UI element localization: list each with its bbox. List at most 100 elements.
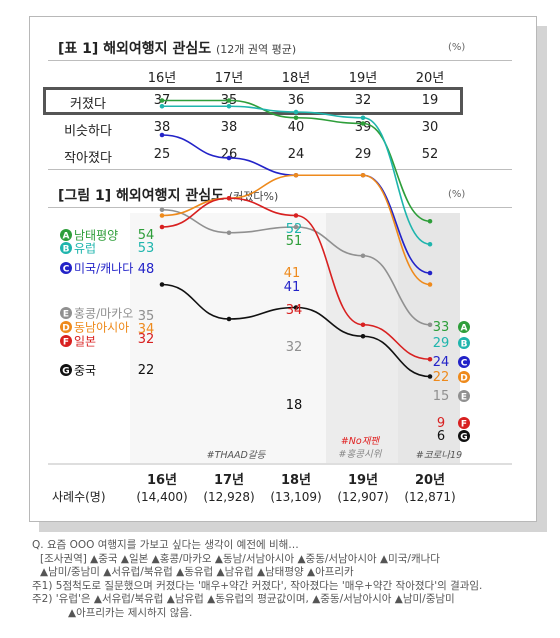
table-col-header: 19년: [348, 71, 378, 86]
note-1: 주1) 5점척도로 질문했으며 커졌다는 '매우+약간 커졌다', 작아졌다는 …: [32, 579, 483, 592]
data-point: [159, 132, 165, 138]
end-badge: [458, 356, 470, 368]
data-point: [226, 98, 232, 103]
data-point: [159, 98, 165, 103]
data-point: [159, 103, 165, 109]
value-label-16: 54: [138, 228, 155, 243]
value-label-16: 34: [138, 322, 155, 337]
series-badge-letter: C: [63, 265, 70, 275]
value-label-20: 29: [433, 336, 450, 351]
value-label-18: 34: [286, 303, 303, 318]
value-label-16: 32: [138, 332, 155, 347]
series-badge: [60, 307, 72, 319]
table-cell: 24: [287, 147, 305, 162]
legend-label: 동남아시아: [74, 321, 129, 335]
table-cell: 29: [354, 147, 372, 162]
table-cell: 40: [287, 120, 305, 135]
series-badge: [60, 364, 72, 376]
table-cell: 38: [220, 120, 238, 135]
end-badge: [458, 417, 470, 429]
series-line: [161, 174, 431, 286]
end-badge-letter: C: [461, 359, 468, 369]
data-point: [360, 115, 366, 121]
table-row-label: 비슷하다: [64, 124, 112, 139]
highlight-box: [43, 87, 463, 115]
table-unit: (%): [448, 42, 466, 53]
value-label-18: 32: [286, 340, 303, 355]
legend-label: 일본: [74, 335, 96, 349]
data-point: [427, 241, 433, 247]
table-cell: 30: [421, 120, 439, 135]
series-badge: [60, 242, 72, 254]
table-col-header: 16년: [147, 71, 177, 86]
data-point: [360, 322, 366, 328]
value-label-16: 22: [138, 363, 155, 378]
end-badge-letter: F: [461, 420, 467, 430]
series-badge: [60, 229, 72, 241]
sample-size-value: (12,928): [203, 490, 254, 504]
data-point: [360, 121, 366, 126]
sample-size-value: (12,871): [404, 490, 455, 504]
data-point: [427, 282, 433, 287]
data-point: [159, 224, 165, 230]
value-label-18: 41: [284, 266, 301, 281]
x-tick-label: 18년: [281, 473, 311, 488]
data-point: [226, 316, 232, 322]
end-badge: [458, 430, 470, 442]
data-point: [293, 213, 299, 218]
figure-unit: (%): [448, 189, 466, 200]
end-badge-letter: G: [460, 433, 467, 443]
note-2-cont: ▲아프리카는 제시하지 않음.: [68, 606, 193, 619]
value-label-20: 24: [433, 355, 450, 370]
footnotes: Q. 요즘 OOO 여행지를 가보고 싶다는 생각이 예전에 비해… [조사권역…: [32, 539, 482, 621]
end-badge: [458, 371, 470, 383]
data-point: [427, 356, 433, 362]
value-label-16: 48: [138, 262, 155, 277]
legend-label: 홍콩/마카오: [74, 307, 133, 321]
value-label-18: 18: [286, 398, 303, 413]
series-line: [162, 99, 431, 223]
sample-size-value: (14,400): [136, 490, 187, 504]
value-label-20: 6: [437, 429, 445, 444]
data-point: [427, 374, 433, 379]
table-cell: 25: [153, 147, 171, 162]
x-tick-label: 17년: [214, 473, 244, 488]
series-badge-letter: B: [63, 245, 70, 255]
table-col-header: 20년: [415, 71, 445, 86]
end-badge-letter: E: [461, 393, 467, 403]
table-title: [표 1] 해외여행지 관심도 (12개 권역 평균): [58, 41, 297, 57]
legend-label: 중국: [74, 364, 96, 378]
series-badge-letter: D: [62, 324, 69, 334]
series-badge-letter: F: [63, 338, 69, 348]
end-badge: [458, 390, 470, 402]
data-point: [226, 155, 232, 161]
data-point: [293, 172, 299, 178]
event-tag: #코로나19: [416, 450, 462, 461]
data-point: [159, 282, 165, 287]
data-point: [226, 230, 232, 236]
data-point: [226, 103, 232, 109]
figure-rule-top: [48, 207, 512, 208]
data-point: [427, 322, 433, 328]
event-tag: #No재팬: [341, 436, 381, 447]
table-col-header: 18년: [281, 71, 311, 86]
table-row-label: 커졌다: [70, 97, 106, 112]
data-point: [159, 207, 165, 213]
event-tag: #홍콩시위: [339, 449, 383, 460]
data-point: [293, 115, 299, 121]
value-label-16: 53: [138, 241, 155, 256]
legend-label: 남태평양: [74, 229, 118, 243]
value-label-18: 52: [286, 222, 303, 237]
series-badge-letter: E: [63, 310, 69, 320]
end-badge-letter: B: [461, 340, 468, 350]
data-point: [427, 270, 433, 276]
series-line: [161, 105, 431, 246]
note-regions: [조사권역] ▲중국 ▲일본 ▲홍콩/마카오 ▲동남/서남아시아 ▲중동/서남아…: [40, 552, 440, 565]
legend-label: 미국/캐나다: [74, 262, 133, 276]
value-label-18: 51: [286, 234, 303, 249]
data-point: [427, 218, 433, 224]
series-line: [161, 208, 431, 326]
table-cell: 32: [354, 93, 372, 108]
series-line: [161, 197, 431, 361]
